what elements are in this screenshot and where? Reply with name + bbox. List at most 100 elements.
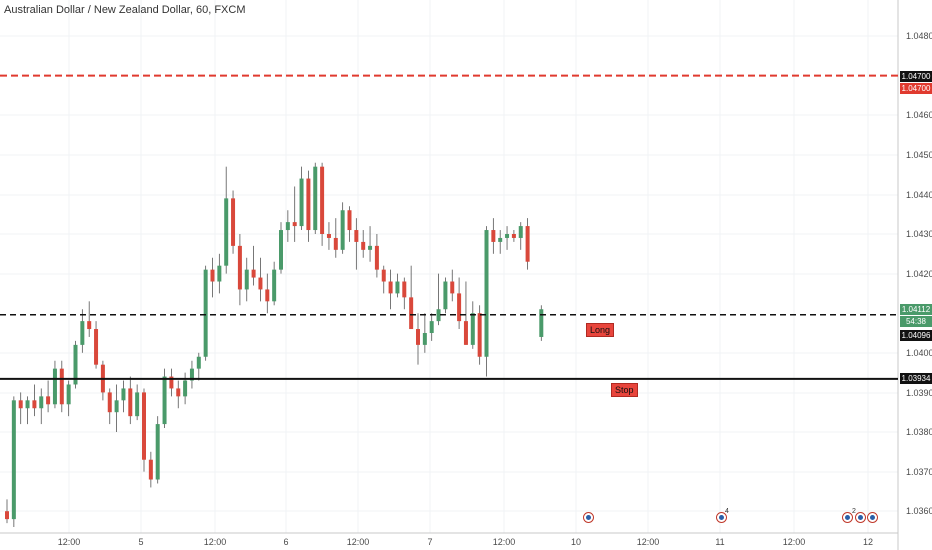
chart-grid [0, 0, 898, 533]
candle-bearish [320, 166, 325, 234]
candle-bearish [87, 321, 92, 330]
stop-order-label[interactable]: Stop [611, 383, 638, 397]
target-price-badge-red: 1.04700 [900, 83, 932, 94]
candle-bearish [142, 392, 146, 460]
candle-bullish [498, 237, 503, 242]
stop-price-badge: 1.03934 [900, 373, 932, 384]
time-tick: 5 [138, 537, 143, 547]
candle-bearish [354, 230, 359, 242]
candle-bullish [279, 230, 283, 270]
candle-bearish [361, 241, 366, 250]
bar-countdown-badge: 54:38 [900, 316, 932, 327]
price-tick: 1.03600 [906, 506, 932, 516]
candle-bullish [11, 400, 16, 520]
candle-bullish [244, 269, 249, 290]
entry-price-badge: 1.04096 [900, 330, 932, 341]
candle-bearish [402, 281, 407, 298]
candle-bullish [203, 269, 208, 357]
candle-bullish [443, 281, 448, 310]
time-tick: 12:00 [637, 537, 660, 547]
candle-bullish [66, 384, 71, 405]
candle-bearish [292, 222, 297, 227]
candle-bearish [46, 396, 51, 405]
candle-bullish [196, 356, 201, 369]
candle-bearish [265, 289, 270, 302]
candle-bullish [52, 368, 57, 405]
price-tick: 1.04600 [906, 110, 932, 120]
candle-bullish [39, 396, 44, 409]
candle-bullish [121, 388, 126, 401]
time-axis-ticks: 12:00 5 12:00 6 12:00 7 12:00 10 12:00 1… [58, 537, 873, 547]
price-tick: 1.04500 [906, 150, 932, 160]
candle-bullish [340, 210, 345, 250]
candle-bearish [450, 281, 455, 294]
economic-event-icon[interactable] [855, 512, 866, 523]
time-tick: 11 [715, 537, 724, 547]
candle-bearish [59, 368, 64, 405]
economic-event-icon[interactable] [583, 512, 594, 523]
candle-bearish [94, 329, 99, 365]
candle-bullish [189, 368, 194, 381]
economic-event-icon[interactable] [716, 512, 727, 523]
candle-bearish [258, 277, 263, 290]
candle-bullish [505, 234, 510, 238]
candle-bullish [484, 230, 489, 357]
price-axis-ticks: 1.04800 1.04600 1.04500 1.04400 1.04300 … [906, 31, 932, 516]
candle-bullish [422, 333, 427, 345]
time-tick: 12:00 [204, 537, 227, 547]
candle-bullish [395, 281, 400, 294]
price-tick: 1.03700 [906, 467, 932, 477]
time-tick: 7 [427, 537, 432, 547]
candle-bearish [525, 226, 530, 262]
candle-bearish [176, 388, 181, 397]
economic-event-icon[interactable] [867, 512, 878, 523]
candle-bullish [368, 245, 373, 250]
chart-title: Australian Dollar / New Zealand Dollar, … [4, 4, 246, 16]
candle-bullish [224, 198, 229, 266]
candle-bearish [148, 459, 153, 480]
candle-bearish [457, 293, 462, 322]
candle-bullish [272, 269, 277, 302]
price-tick: 1.04200 [906, 269, 932, 279]
time-tick: 12:00 [58, 537, 81, 547]
candle-bullish [217, 265, 222, 282]
candle-bullish [155, 424, 160, 480]
candle-bearish [231, 198, 236, 246]
candle-bearish [416, 329, 420, 345]
price-tick: 1.03800 [906, 427, 932, 437]
candle-bearish [333, 237, 338, 250]
candle-bullish [313, 166, 318, 231]
candle-bearish [18, 400, 23, 409]
time-tick: 12 [863, 537, 873, 547]
candle-bullish [299, 178, 304, 227]
time-tick: 12:00 [493, 537, 516, 547]
candle-bullish [80, 321, 85, 345]
candle-bearish [511, 234, 516, 238]
price-tick: 1.03900 [906, 388, 932, 398]
candle-bearish [491, 230, 496, 242]
candle-bullish [114, 400, 119, 413]
candle-bearish [251, 269, 256, 278]
candle-bearish [326, 234, 331, 238]
target-price-badge: 1.04700 [900, 71, 932, 82]
candle-bullish [518, 226, 523, 238]
candle-bullish [73, 344, 78, 385]
long-order-label[interactable]: Long [586, 323, 615, 337]
candle-bearish [128, 388, 133, 417]
candle-bearish [169, 376, 174, 389]
candle-bullish [285, 222, 290, 231]
price-tick: 1.04000 [906, 348, 932, 358]
price-tick: 1.04800 [906, 31, 932, 41]
candle-bearish [237, 245, 242, 290]
price-tick: 1.04300 [906, 229, 932, 239]
candle-bearish [5, 511, 9, 520]
candle-bearish [463, 321, 468, 345]
candle-bearish [409, 297, 414, 330]
economic-event-icon[interactable] [842, 512, 853, 523]
event-count-badge: 2 [852, 508, 856, 515]
candle-bearish [381, 269, 386, 282]
time-tick: 10 [571, 537, 581, 547]
candle-bullish [162, 376, 167, 425]
candle-bullish [135, 392, 140, 417]
